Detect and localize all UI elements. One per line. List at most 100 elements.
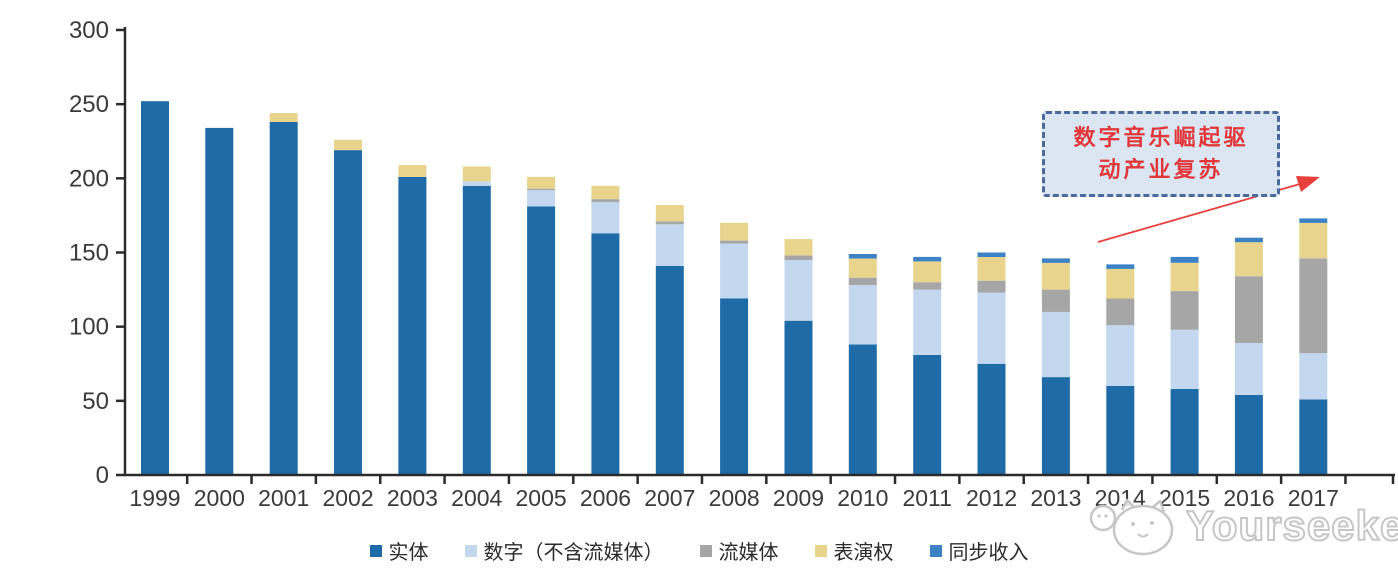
bar-segment-2011 (913, 261, 942, 283)
bar-segment-2017 (1299, 218, 1328, 223)
x-axis-tick-label-2006: 2006 (580, 485, 631, 511)
bar-segment-2011 (913, 354, 942, 476)
bar-segment-2014 (1106, 268, 1135, 299)
y-axis-tick-label-150: 150 (69, 240, 109, 267)
bar-segment-2007 (655, 205, 684, 222)
bar-segment-2005 (527, 188, 556, 191)
bar-segment-2003 (398, 176, 427, 476)
legend-label: 同步收入 (948, 540, 1029, 564)
x-axis-tick-label-2012: 2012 (966, 485, 1017, 511)
bar-segment-2010 (848, 344, 877, 475)
bar-segment-2013 (1041, 262, 1070, 290)
bar-segment-2009 (784, 239, 813, 256)
bar-segment-2014 (1106, 298, 1135, 326)
bar-segment-2009 (784, 255, 813, 260)
legend-label: 流媒体 (718, 540, 779, 564)
bar-segment-2008 (720, 298, 749, 475)
bar-segment-2008 (720, 240, 749, 244)
bar-segment-2017 (1299, 399, 1328, 476)
x-axis-tick-label-2015: 2015 (1159, 485, 1210, 511)
legend-label: 实体 (388, 540, 429, 564)
x-axis-tick-label-2003: 2003 (387, 485, 438, 511)
bar-segment-2005 (527, 176, 556, 189)
bar-segment-2014 (1106, 386, 1135, 475)
bar-segment-2006 (591, 233, 620, 475)
legend-item-2: 数字（不含流媒体） (464, 536, 664, 565)
annotation-callout-box: 数字音乐崛起驱 动产业复苏 (1042, 111, 1280, 197)
x-axis-tick-label-1999: 1999 (129, 485, 180, 511)
bar-segment-2012 (977, 252, 1006, 257)
bar-segment-2006 (591, 185, 620, 200)
bar-segment-2011 (913, 282, 942, 290)
bar-segment-2017 (1299, 222, 1328, 259)
x-axis-tick-label-2002: 2002 (322, 485, 373, 511)
legend-swatch-icon (369, 544, 382, 557)
bar-segment-2016 (1234, 343, 1263, 395)
bar-segment-2004 (462, 185, 491, 476)
annotation-arrowhead (1296, 176, 1320, 192)
bar-segment-2013 (1041, 311, 1070, 378)
watermark: Yourseeker (1086, 496, 1398, 558)
bar-segment-2010 (848, 285, 877, 345)
legend-label: 数字（不含流媒体） (483, 540, 664, 564)
bar-segment-2009 (784, 259, 813, 321)
bar-segment-2017 (1299, 258, 1328, 354)
bar-segment-2009 (784, 320, 813, 475)
bar-segment-2002 (334, 150, 362, 475)
bar-segment-2012 (977, 256, 1006, 281)
bar-segment-2008 (720, 222, 749, 241)
bar-segment-2011 (913, 256, 942, 262)
bar-segment-2017 (1299, 353, 1328, 400)
bar-segment-2004 (462, 166, 491, 182)
bar-segment-2016 (1234, 276, 1263, 343)
chart-legend: 实体 数字（不含流媒体） 流媒体 表演权 同步收入 (0, 536, 1398, 565)
bar-segment-2007 (655, 221, 684, 225)
x-axis-tick-label-2010: 2010 (837, 485, 888, 511)
bar-segment-2007 (655, 224, 684, 266)
legend-swatch-icon (464, 544, 477, 557)
bar-segment-2015 (1170, 256, 1199, 263)
bar-segment-2015 (1170, 291, 1199, 330)
legend-swatch-icon (814, 544, 827, 557)
annotation-line-1: 数字音乐崛起驱 (1073, 125, 1249, 151)
legend-swatch-icon (929, 544, 942, 557)
y-axis-tick-label-100: 100 (69, 314, 109, 341)
x-axis-tick-label-2009: 2009 (773, 485, 824, 511)
bar-segment-2006 (591, 199, 620, 203)
x-axis-tick-label-2011: 2011 (902, 485, 951, 511)
annotation-line-2: 动产业复苏 (1098, 157, 1224, 183)
bar-segment-2004 (462, 181, 491, 186)
x-axis-tick-label-2016: 2016 (1223, 485, 1274, 511)
bar-segment-2014 (1106, 264, 1135, 269)
bar-segment-2016 (1234, 242, 1263, 277)
x-axis-tick-label-2004: 2004 (451, 485, 502, 511)
bar-segment-2001 (269, 122, 298, 475)
x-axis-tick-label-2017: 2017 (1288, 485, 1339, 511)
bar-segment-2000 (205, 127, 234, 476)
bar-segment-2006 (591, 202, 620, 234)
bar-segment-2010 (848, 258, 877, 278)
x-axis-tick-label-2001: 2001 (258, 485, 309, 511)
y-axis-tick-label-200: 200 (69, 165, 109, 192)
bar-segment-2005 (527, 206, 556, 475)
bar-segment-2003 (398, 165, 427, 177)
x-axis-tick-label-2008: 2008 (709, 485, 760, 511)
y-axis-tick-label-250: 250 (69, 91, 109, 118)
bar-segment-2002 (334, 139, 362, 151)
bar-segment-2015 (1170, 389, 1199, 475)
legend-item-3: 流媒体 (699, 536, 779, 565)
x-axis-tick-label-2007: 2007 (644, 485, 695, 511)
y-axis-tick-label-0: 0 (96, 462, 109, 489)
bar-segment-1999 (141, 101, 169, 475)
bar-segment-2012 (977, 280, 1006, 293)
y-axis-tick-label-300: 300 (69, 17, 109, 44)
watermark-brand-text: Yourseeker (1185, 501, 1398, 550)
bar-segment-2001 (269, 113, 298, 122)
cat-mascot-icon (1089, 498, 1174, 556)
x-axis-tick-label-2000: 2000 (194, 485, 245, 511)
bar-segment-2010 (848, 277, 877, 286)
x-axis-tick-label-2013: 2013 (1030, 485, 1081, 511)
legend-swatch-icon (699, 544, 712, 557)
